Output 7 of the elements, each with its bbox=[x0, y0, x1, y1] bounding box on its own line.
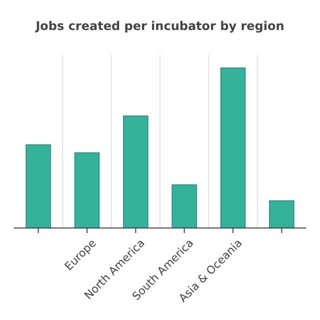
bar bbox=[269, 200, 294, 228]
bar bbox=[123, 116, 148, 228]
bar bbox=[26, 144, 51, 228]
bar bbox=[220, 68, 246, 228]
bar bbox=[172, 184, 197, 228]
chart-title: Jobs created per incubator by region bbox=[34, 19, 284, 33]
bar bbox=[74, 152, 100, 228]
